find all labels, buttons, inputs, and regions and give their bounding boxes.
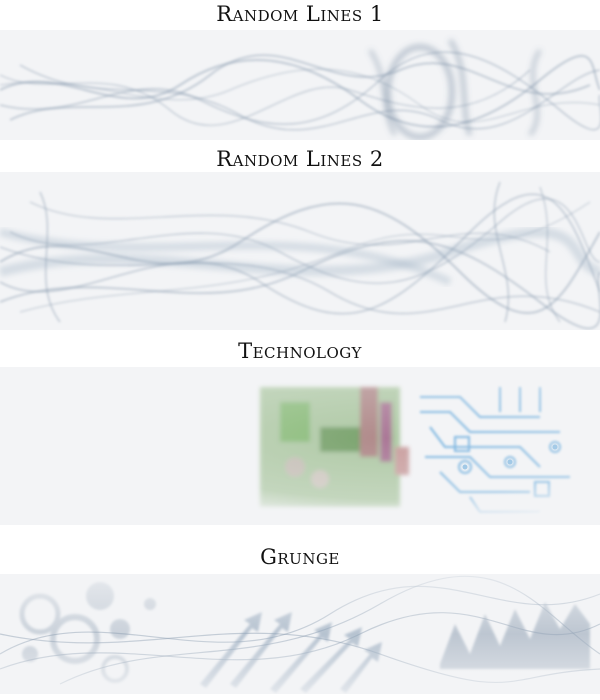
random-lines-2-art <box>0 181 600 330</box>
technology-banner <box>0 367 600 525</box>
technology-art <box>0 367 600 525</box>
random-lines-2-banner <box>0 172 600 330</box>
section-title-technology: Technology <box>238 339 362 363</box>
section-title-grunge: Grunge <box>260 545 340 569</box>
grunge-banner <box>0 574 600 694</box>
grunge-art <box>0 574 600 694</box>
random-lines-1-banner <box>0 30 600 140</box>
section-title-random-lines-1: Random Lines 1 <box>216 2 384 26</box>
random-lines-1-art <box>0 38 600 140</box>
section-title-random-lines-2: Random Lines 2 <box>216 147 384 171</box>
